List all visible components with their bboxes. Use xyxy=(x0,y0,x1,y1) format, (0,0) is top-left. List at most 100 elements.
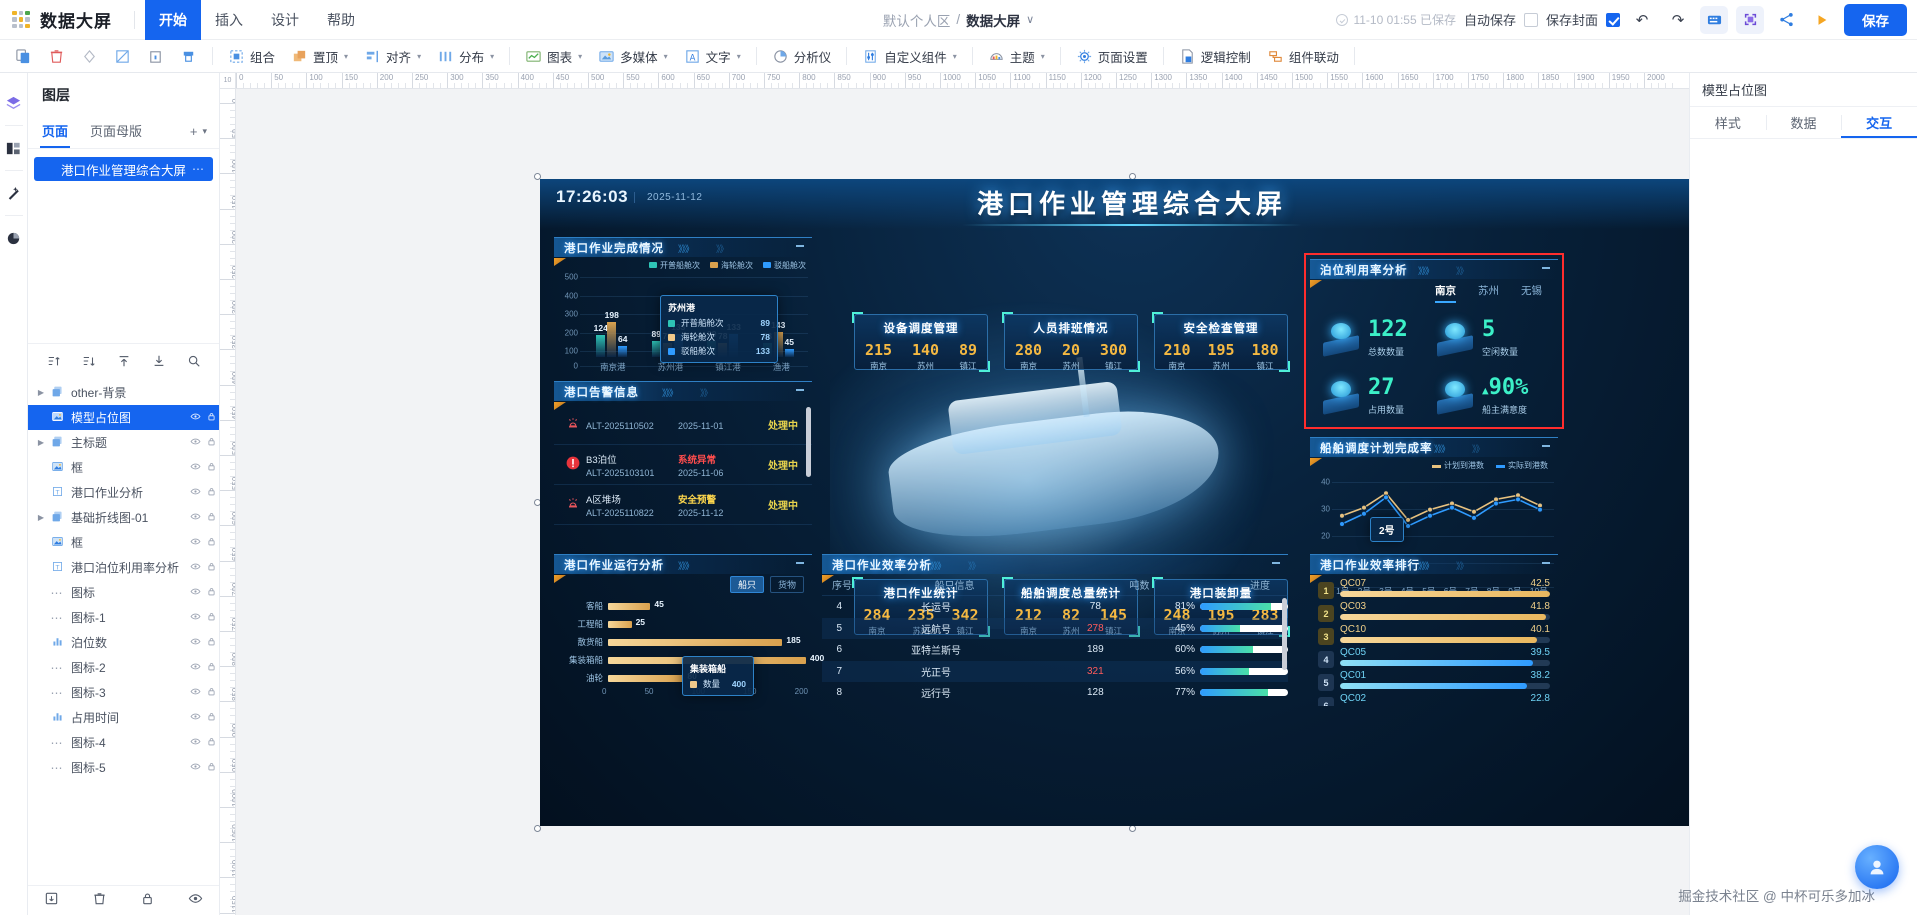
alarm-scrollbar[interactable] xyxy=(806,407,811,477)
kpi-card-equipment[interactable]: 设备调度管理 215 南京 140 苏州 89 镇江 xyxy=(852,312,990,372)
bring-to-front-button[interactable]: 置顶 ▾ xyxy=(284,44,355,69)
kpi-card-staffing[interactable]: 人员排班情况 280 南京 20 苏州 300 镇江 xyxy=(1002,312,1140,372)
layer-tree-item[interactable]: ⋯ 图标 xyxy=(28,580,219,605)
bar[interactable]: 64 xyxy=(618,334,627,357)
hbar-row[interactable]: 客船 45 xyxy=(560,597,806,615)
chevron-down-icon[interactable]: ▾ xyxy=(663,51,668,61)
chevron-down-icon[interactable]: ▾ xyxy=(578,51,583,61)
table-row[interactable]: 6 亚特兰斯号 189 60% xyxy=(822,639,1288,661)
kpi-card-operations[interactable]: 港口作业统计 284 南京 235 苏州 342 镇江 xyxy=(852,577,990,637)
table-row[interactable]: 7 光正号 321 56% xyxy=(822,660,1288,682)
hbar-row[interactable]: 工程船 25 xyxy=(560,615,806,633)
save-button[interactable]: 保存 xyxy=(1844,3,1907,36)
legend-item-planned[interactable]: 计划到港数 xyxy=(1432,460,1484,471)
properties-tab-style[interactable]: 样式 xyxy=(1714,116,1741,131)
eye-icon[interactable] xyxy=(187,536,203,550)
chevron-down-icon[interactable]: ▾ xyxy=(736,51,741,61)
menu-tab-insert[interactable]: 插入 xyxy=(215,11,243,28)
analyzer-button[interactable]: 分析仪 xyxy=(765,44,839,69)
layer-tree-item[interactable]: ▶ other-背景 xyxy=(28,380,219,405)
play-preview-icon[interactable] xyxy=(1808,6,1836,34)
eye-icon[interactable] xyxy=(187,661,203,675)
ranking-row[interactable]: 2 QC03 41.8 xyxy=(1310,599,1558,622)
panel-completion[interactable]: 港口作业完成情况 》》》 》》 开普船舱次 海轮舱次 驳船舱次 xyxy=(554,237,812,373)
minimize-icon[interactable] xyxy=(1272,562,1280,564)
lock-icon[interactable] xyxy=(203,561,219,575)
minimize-icon[interactable] xyxy=(1542,562,1550,564)
kpi-card-ship-dispatch[interactable]: 船舶调度总量统计 212 南京 82 苏州 145 镇江 xyxy=(1002,577,1140,637)
alarm-row[interactable]: ALT-2025110502 2025-11-01 处理中 xyxy=(554,405,812,445)
logic-control-button[interactable]: 逻辑控制 xyxy=(1172,44,1258,69)
chevron-down-icon[interactable]: ▾ xyxy=(202,126,207,136)
rail-components-icon[interactable] xyxy=(1,132,27,164)
chart-button[interactable]: 图表 ▾ xyxy=(518,44,589,69)
layer-tree-item[interactable]: ⋯ 图标-1 xyxy=(28,605,219,630)
data-point[interactable] xyxy=(1339,521,1345,527)
chevron-down-icon[interactable]: ▾ xyxy=(417,51,422,61)
data-point[interactable] xyxy=(1471,508,1477,515)
alarm-row[interactable]: B3泊位 ALT-2025103101 系统异常 2025-11-06 处理中 xyxy=(554,445,812,485)
delete-layer-icon[interactable] xyxy=(92,891,107,911)
resize-handle-sw[interactable] xyxy=(534,825,541,832)
minimize-icon[interactable] xyxy=(1542,445,1550,447)
add-page-icon[interactable]: + xyxy=(189,124,198,139)
data-point[interactable] xyxy=(1361,510,1367,517)
distribute-button[interactable]: 分布 ▾ xyxy=(430,44,501,69)
lock-icon[interactable] xyxy=(203,711,219,725)
eye-icon[interactable] xyxy=(187,586,203,600)
data-point[interactable] xyxy=(1361,504,1367,511)
lock-icon[interactable] xyxy=(203,661,219,675)
custom-component-button[interactable]: 自定义组件 ▾ xyxy=(855,44,964,69)
berth-tab-nanjing[interactable]: 南京 xyxy=(1435,283,1456,303)
data-point[interactable] xyxy=(1537,506,1543,513)
layer-tree-item[interactable]: T 港口泊位利用率分析 xyxy=(28,555,219,580)
eye-icon[interactable] xyxy=(187,436,203,450)
help-assistant-button[interactable] xyxy=(1855,845,1899,889)
autosave-checkbox[interactable] xyxy=(1523,12,1538,27)
trend-tab-cargo[interactable]: 货物 xyxy=(769,576,804,593)
menu-tab-start[interactable]: 开始 xyxy=(145,0,201,40)
table-row[interactable]: 4 长运号 78 81% xyxy=(822,596,1288,618)
panel-alarm[interactable]: 港口告警信息 》》》 》》 ALT-2025110502 2025-11-01 处理… xyxy=(554,381,812,529)
bar[interactable]: 143 xyxy=(771,320,785,357)
data-point[interactable] xyxy=(1339,512,1345,519)
panel-berth-utilization[interactable]: 泊位利用率分析 》》》 》》 南京 苏州 无锡 xyxy=(1310,259,1558,423)
layer-tree-item[interactable]: ⋯ 图标-3 xyxy=(28,680,219,705)
layer-tree-item[interactable]: 占用时间 xyxy=(28,705,219,730)
alarm-row[interactable]: A区堆场 ALT-2025110822 安全预警 2025-11-12 处理中 xyxy=(554,485,812,525)
fullscreen-preview-icon[interactable] xyxy=(1736,5,1764,34)
data-point[interactable] xyxy=(1449,504,1455,511)
layer-tree-item[interactable]: ▶ 基础折线图-01 xyxy=(28,505,219,530)
layer-tree-item[interactable]: 框 xyxy=(28,530,219,555)
lock-icon[interactable] xyxy=(203,511,219,525)
chevron-down-icon[interactable]: ▾ xyxy=(952,51,957,61)
eye-icon[interactable] xyxy=(187,511,203,525)
eye-icon[interactable] xyxy=(187,561,203,575)
media-button[interactable]: 多媒体 ▾ xyxy=(591,44,675,69)
minimize-icon[interactable] xyxy=(1542,267,1550,269)
breadcrumb-workspace[interactable]: 默认个人区 xyxy=(882,13,951,29)
style-button[interactable] xyxy=(107,45,138,68)
expand-arrow-icon[interactable]: ▶ xyxy=(37,388,45,397)
page-settings-button[interactable]: 页面设置 xyxy=(1069,44,1155,69)
chevron-down-icon[interactable]: ▾ xyxy=(490,51,495,61)
text-button[interactable]: A 文字 ▾ xyxy=(677,44,748,69)
layer-tree-item[interactable]: 泊位数 xyxy=(28,630,219,655)
undo-icon[interactable]: ↶ xyxy=(1635,11,1649,29)
data-point[interactable] xyxy=(1383,494,1389,501)
canvas-stage[interactable]: 0 50 100 150 200 250 300 350 400 450 500 550 600 650 7… xyxy=(220,73,1689,915)
move-to-bottom-icon[interactable] xyxy=(147,350,171,372)
expand-arrow-icon[interactable]: ▶ xyxy=(37,513,45,522)
chevron-down-icon[interactable]: ∨ xyxy=(1026,14,1035,26)
ranking-row[interactable]: 3 QC10 40.1 xyxy=(1310,622,1558,645)
format-painter-button[interactable] xyxy=(173,45,204,68)
lock-layer-icon[interactable] xyxy=(140,891,155,911)
layer-tree-item[interactable]: ⋯ 图标-4 xyxy=(28,730,219,755)
panel-efficiency-table[interactable]: 港口作业效率分析 》》》 》》 序号 船只信息 吨数 进度 xyxy=(822,554,1288,706)
rail-layers-icon[interactable] xyxy=(1,87,27,119)
sort-ascending-icon[interactable] xyxy=(42,350,66,372)
eye-icon[interactable] xyxy=(187,411,203,425)
panel-efficiency-rank[interactable]: 港口作业效率排行 》》》 》》 1 QC07 42.5 2 QC03 41.8 3 QC10 4… xyxy=(1310,554,1558,706)
minimize-icon[interactable] xyxy=(796,389,804,391)
delete-button[interactable] xyxy=(41,45,72,68)
